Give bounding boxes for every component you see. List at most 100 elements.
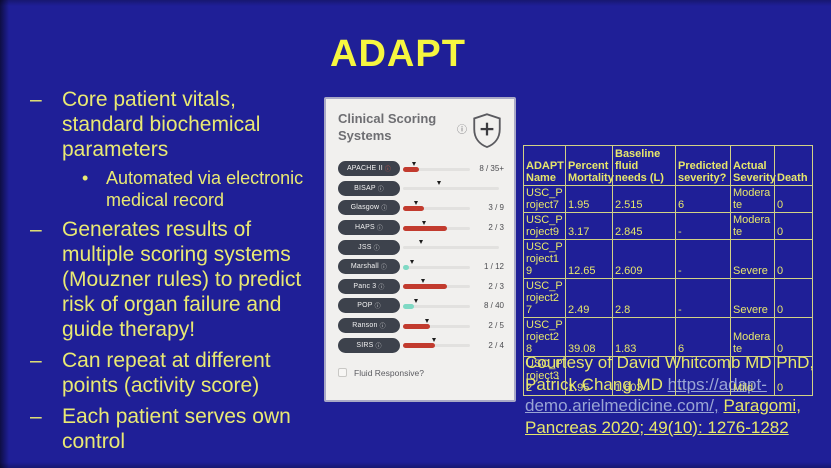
score-bar-fill bbox=[403, 225, 448, 231]
info-icon[interactable]: ⓘ bbox=[380, 265, 388, 272]
fluid-responsive-row: Fluid Responsive? bbox=[338, 368, 504, 378]
table-cell: 12.65 bbox=[565, 239, 613, 279]
score-bar-fill bbox=[403, 284, 447, 290]
score-bar bbox=[403, 161, 470, 174]
bullet-marker: – bbox=[30, 218, 42, 241]
table-cell: 6 bbox=[675, 317, 731, 357]
scoring-row: BISAP ⓘ bbox=[338, 179, 504, 199]
info-icon[interactable]: ⓘ bbox=[376, 226, 384, 233]
score-pill[interactable]: SIRS ⓘ bbox=[338, 337, 400, 353]
score-marker bbox=[413, 298, 418, 303]
score-bar-fill bbox=[403, 303, 415, 309]
table-cell: Mild bbox=[730, 356, 775, 396]
table-header-cell: Percent Mortality bbox=[565, 145, 614, 186]
score-pill[interactable]: POP ⓘ bbox=[338, 298, 400, 314]
score-pill-label: APACHE II bbox=[346, 165, 383, 173]
bullet-list: – Core patient vitals, standard biochemic… bbox=[30, 87, 330, 460]
score-value: 8 / 35+ bbox=[479, 164, 504, 174]
score-pill-label: Glasgow bbox=[350, 204, 380, 212]
score-pill[interactable]: Marshall ⓘ bbox=[338, 259, 400, 275]
table-cell: USC_Project32 bbox=[523, 356, 566, 396]
bullet-text: Can repeat at different points (activity… bbox=[62, 349, 271, 397]
table-cell: 1.83 bbox=[612, 317, 676, 357]
score-pill-label: BISAP bbox=[354, 184, 376, 192]
table-cell: 2.609 bbox=[612, 239, 676, 279]
table-header-cell: ADAPT Name bbox=[523, 145, 566, 186]
bullet-marker: – bbox=[30, 349, 42, 372]
adapt-results-table: ADAPT Name Percent Mortality Baseline flui… bbox=[523, 145, 813, 396]
bullet-item: – Each patient serves own control bbox=[30, 404, 330, 454]
score-marker bbox=[421, 279, 426, 284]
table-cell: 2.515 bbox=[612, 185, 676, 213]
score-bar-fill bbox=[403, 343, 436, 349]
info-icon[interactable]: ⓘ bbox=[381, 206, 388, 213]
info-icon[interactable]: ⓘ bbox=[384, 167, 392, 174]
table-cell: Severe bbox=[730, 239, 775, 279]
info-icon[interactable]: ⓘ bbox=[374, 304, 381, 311]
credit-reference-link[interactable]: Paragomi, Pancreas 2020; 49(10): 1276-12… bbox=[525, 396, 801, 437]
table-cell: 6 bbox=[675, 185, 731, 213]
shield-plus-icon[interactable] bbox=[470, 112, 504, 149]
slide-title: ADAPT bbox=[330, 33, 466, 75]
table-header-cell: Actual Severity bbox=[730, 145, 776, 186]
info-icon[interactable]: ⓘ bbox=[377, 186, 384, 193]
info-icon[interactable]: ⓘ bbox=[378, 284, 385, 291]
score-pill-label: POP bbox=[357, 302, 373, 310]
info-icon[interactable]: ⓘ bbox=[375, 343, 382, 350]
table-cell: USC_Project19 bbox=[523, 239, 566, 279]
score-bar-track bbox=[403, 344, 470, 348]
table-cell: 0 bbox=[774, 278, 813, 318]
table-cell: USC_Project28 bbox=[523, 317, 566, 357]
table-cell: Moderate bbox=[730, 212, 775, 240]
sub-bullet-item: • Automated via electronic medical record bbox=[82, 167, 330, 211]
card-header: Clinical Scoring Systems ⓘ bbox=[338, 110, 504, 149]
score-bar bbox=[403, 181, 499, 193]
score-pill[interactable]: Panc 3 ⓘ bbox=[338, 278, 400, 294]
table-cell: 2.8 bbox=[612, 278, 676, 318]
bullet-text: Each patient serves own control bbox=[62, 405, 291, 453]
table-cell: 0 bbox=[774, 317, 813, 357]
score-pill[interactable]: APACHE II ⓘ bbox=[338, 161, 400, 177]
table-cell: 1.95 bbox=[565, 356, 613, 396]
score-pill-label: SIRS bbox=[356, 341, 374, 349]
table-cell: USC_Project9 bbox=[523, 212, 566, 240]
score-pill[interactable]: Glasgow ⓘ bbox=[338, 200, 400, 216]
info-icon[interactable]: ⓘ bbox=[379, 324, 386, 331]
table-cell: - bbox=[675, 239, 731, 279]
table-header-row: ADAPT Name Percent Mortality Baseline flui… bbox=[523, 145, 813, 186]
card-header-icons: ⓘ bbox=[457, 112, 504, 149]
clinical-scoring-card: Clinical Scoring Systems ⓘ APACHE II ⓘ 8 /… bbox=[324, 97, 516, 402]
score-pill[interactable]: BISAP ⓘ bbox=[338, 180, 400, 196]
score-bar bbox=[403, 220, 470, 233]
score-bar-track bbox=[403, 324, 470, 328]
info-icon[interactable]: ⓘ bbox=[373, 245, 380, 252]
score-bar bbox=[403, 318, 470, 331]
score-bar-fill bbox=[403, 264, 410, 270]
table-cell: Severe bbox=[730, 278, 775, 318]
fluid-responsive-checkbox[interactable] bbox=[338, 368, 347, 378]
bullet-item: – Core patient vitals, standard biochemic… bbox=[30, 87, 330, 162]
score-pill-label: HAPS bbox=[354, 224, 375, 232]
score-pill[interactable]: JSS ⓘ bbox=[338, 239, 400, 255]
score-value: 2 / 4 bbox=[488, 340, 504, 350]
table-cell: Moderate bbox=[730, 185, 775, 213]
table-cell: - bbox=[675, 212, 731, 240]
score-value: 1 / 12 bbox=[483, 262, 504, 272]
score-pill[interactable]: Ranson ⓘ bbox=[338, 318, 400, 334]
bullet-text: Automated via electronic medical record bbox=[106, 168, 304, 210]
scoring-row: HAPS ⓘ 2 / 3 bbox=[338, 218, 504, 238]
table-row: USC_Project28 39.08 1.83 6 Moderate 0 bbox=[523, 317, 813, 357]
table-cell: 2.49 bbox=[565, 278, 613, 318]
table-header-cell: Death bbox=[774, 145, 813, 186]
score-pill[interactable]: HAPS ⓘ bbox=[338, 220, 400, 236]
scoring-row: Panc 3 ⓘ 2 / 3 bbox=[338, 277, 504, 297]
score-bar-track bbox=[403, 304, 470, 308]
info-icon[interactable]: ⓘ bbox=[457, 124, 467, 136]
score-bar-fill bbox=[403, 166, 420, 172]
table-header-cell: Baseline fluid needs (L) bbox=[612, 145, 676, 186]
score-bar-track bbox=[403, 206, 470, 210]
table-cell: 0 bbox=[774, 356, 813, 396]
score-marker bbox=[411, 161, 416, 166]
score-bar bbox=[403, 200, 470, 213]
